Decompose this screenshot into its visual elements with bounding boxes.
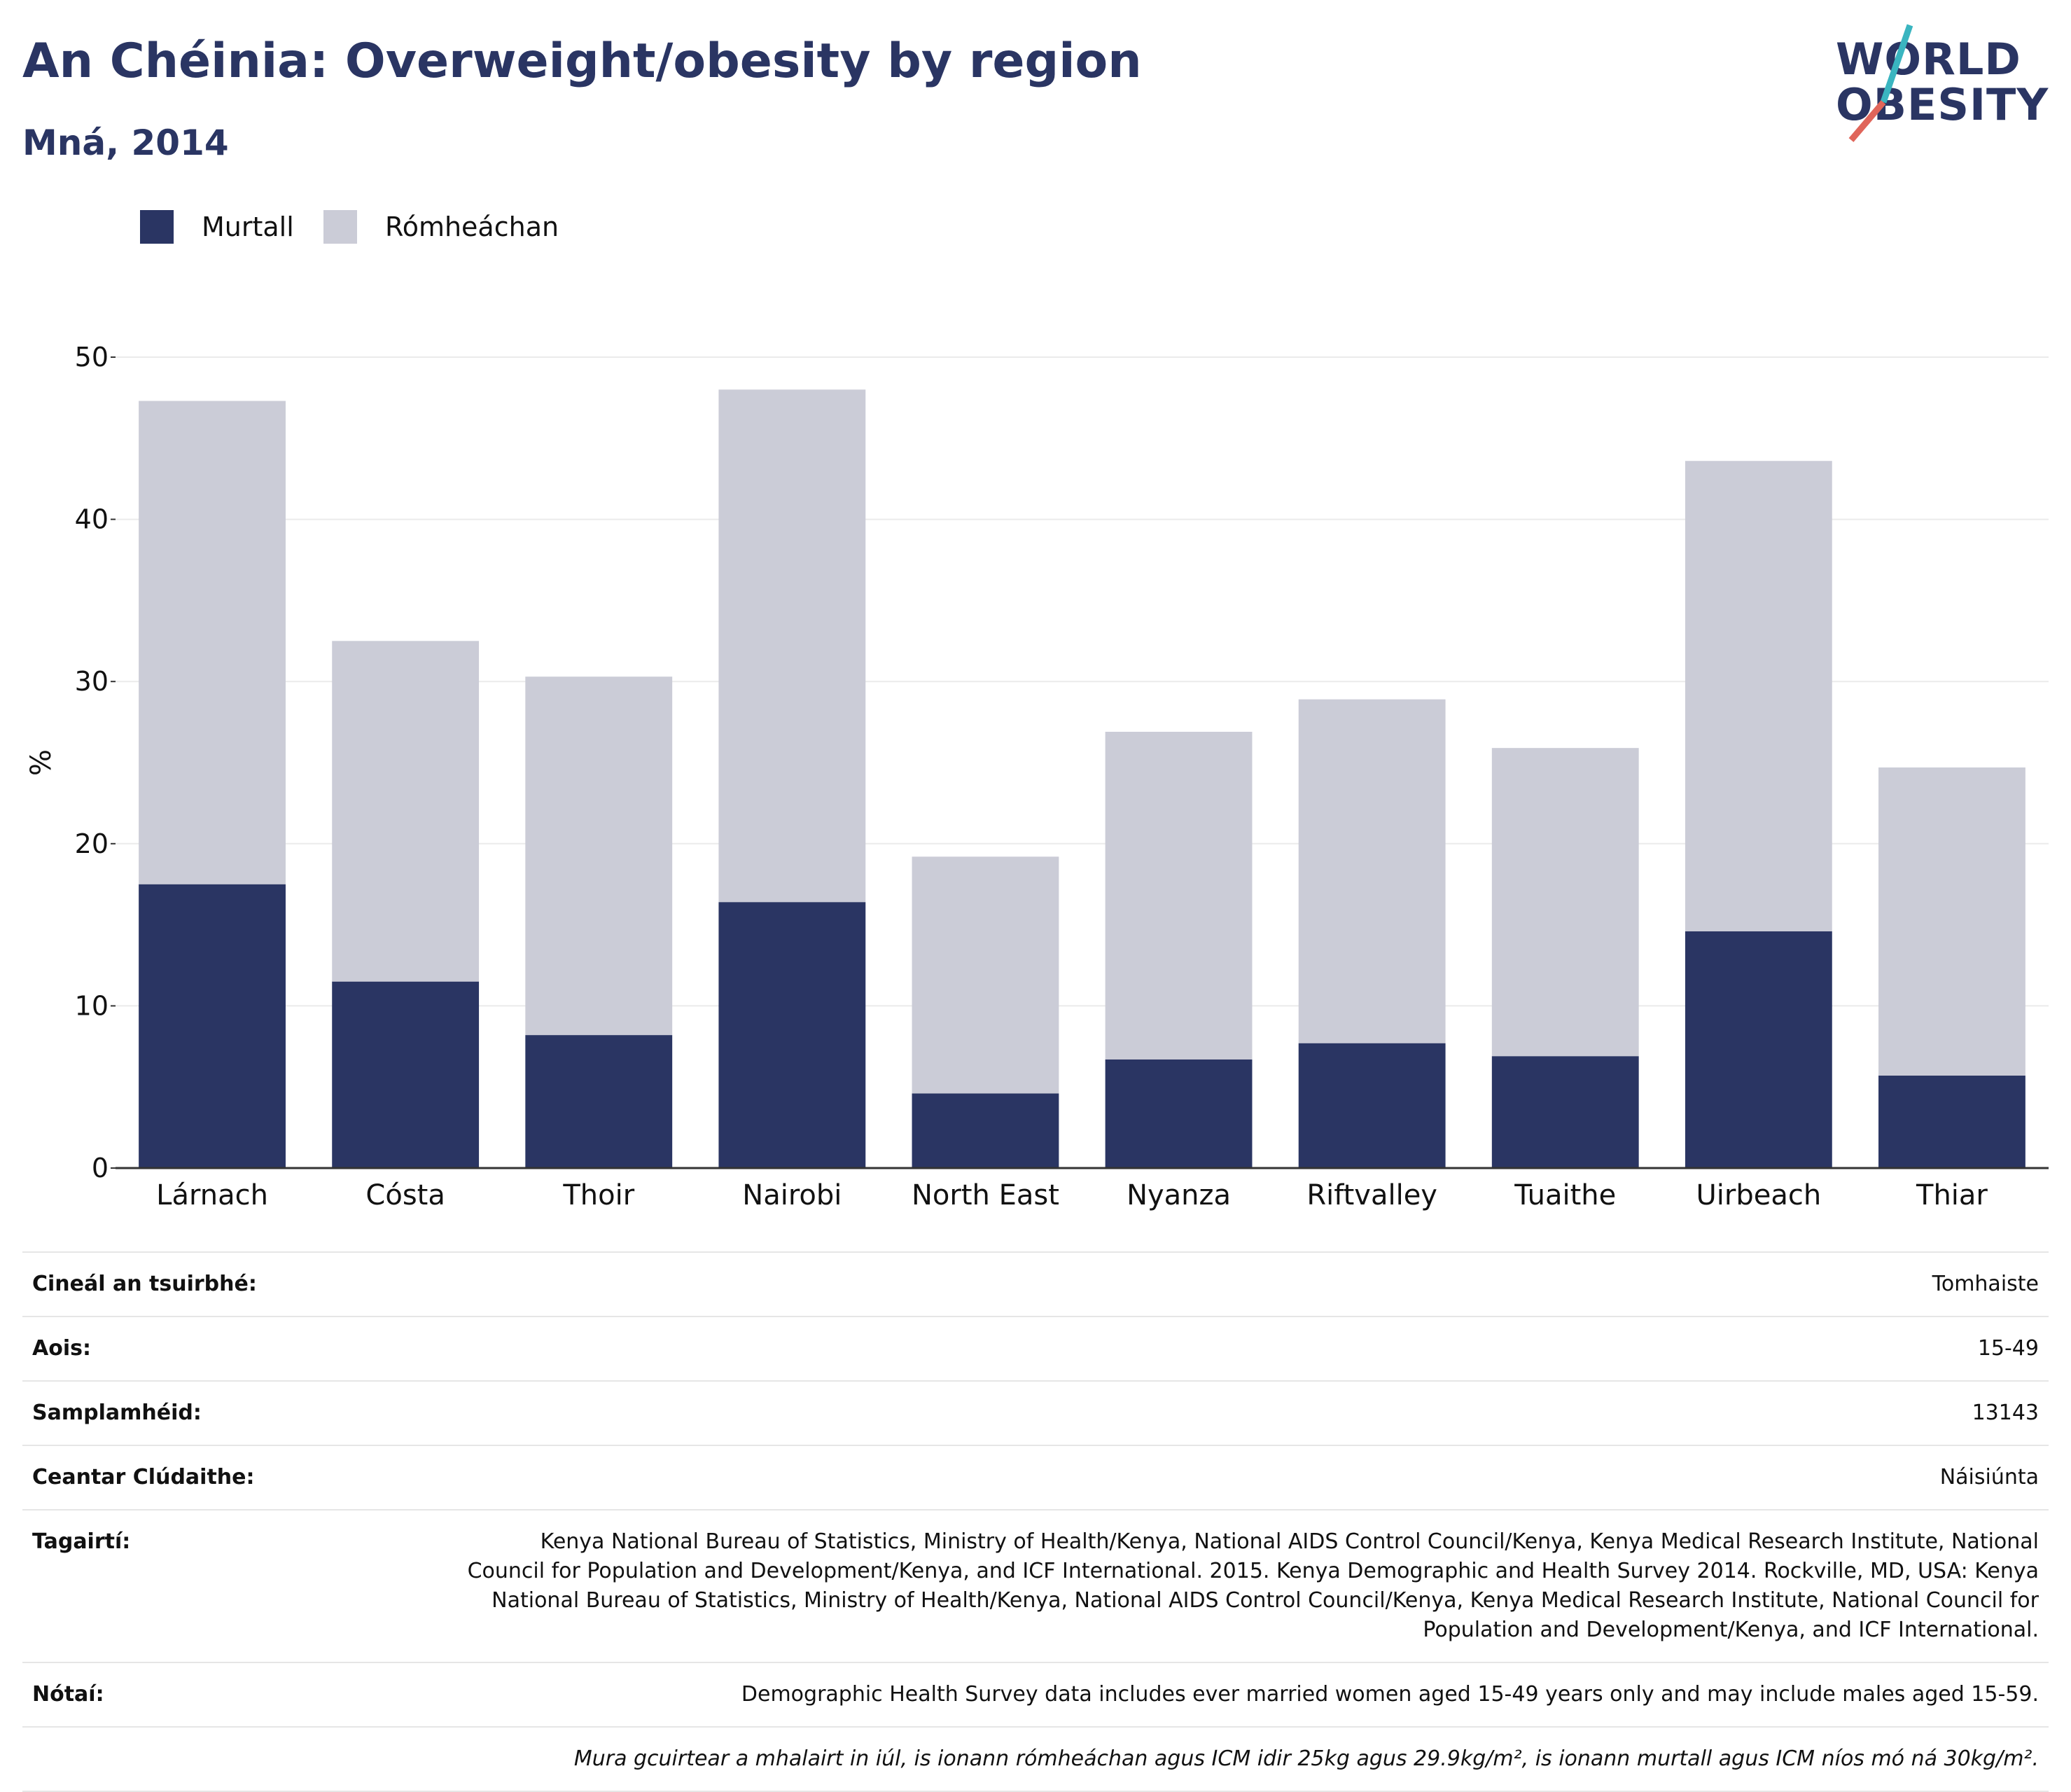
bar-obese bbox=[332, 981, 480, 1168]
world-obesity-logo: WORLD OBESITY bbox=[1827, 20, 2058, 146]
meta-row: Aois: 15-49 bbox=[22, 1316, 2049, 1380]
bar-obese bbox=[1298, 1043, 1446, 1168]
x-tick-label: Tuaithe bbox=[1514, 1179, 1616, 1211]
logo-slash-teal bbox=[1880, 24, 1913, 104]
meta-row: Cineál an tsuirbhé: Tomhaiste bbox=[22, 1251, 2049, 1316]
meta-label: Ceantar Clúdaithe: bbox=[32, 1465, 255, 1489]
meta-row: Tagairtí: Kenya National Bureau of Statis… bbox=[22, 1509, 2049, 1662]
bar-overweight bbox=[139, 401, 286, 884]
chart-title: An Chéinia: Overweight/obesity by region bbox=[22, 34, 1142, 89]
meta-label: Samplamhéid: bbox=[32, 1401, 202, 1425]
meta-value: 13143 bbox=[1972, 1401, 2039, 1425]
meta-row: Nótaí: Demographic Health Survey data inc… bbox=[22, 1662, 2049, 1726]
legend-label-obese: Murtall bbox=[202, 211, 294, 242]
logo-slash-red bbox=[1848, 100, 1886, 142]
meta-label: Aois: bbox=[32, 1336, 91, 1361]
y-tick-label: 40 bbox=[75, 504, 109, 535]
meta-value: Kenya National Bureau of Statistics, Min… bbox=[467, 1529, 2039, 1642]
bar-overweight bbox=[1491, 748, 1639, 1057]
bar-obese bbox=[1105, 1059, 1253, 1168]
y-axis-label: % bbox=[25, 749, 57, 776]
logo-word-obesity: OBESITY bbox=[1836, 79, 2049, 130]
bar-obese bbox=[525, 1035, 673, 1168]
bar-overweight bbox=[718, 389, 866, 903]
x-tick-label: Riftvalley bbox=[1306, 1179, 1437, 1211]
x-tick-label: Lárnach bbox=[156, 1179, 268, 1211]
bar-obese bbox=[1491, 1056, 1639, 1168]
x-tick-label: Thoir bbox=[562, 1179, 634, 1211]
y-tick-label: 0 bbox=[92, 1153, 109, 1183]
bar-overweight bbox=[1685, 461, 1832, 931]
legend-swatch-overweight bbox=[323, 210, 357, 244]
meta-label: Cineál an tsuirbhé: bbox=[32, 1272, 257, 1296]
meta-row: Ceantar Clúdaithe: Náisiúnta bbox=[22, 1445, 2049, 1509]
y-tick-label: 20 bbox=[75, 828, 109, 859]
bar-chart: 0 10 20 30 40 50% Lárnach Cósta Thoir Nairobi Nort… bbox=[25, 342, 2049, 1211]
y-tick-label: 10 bbox=[75, 990, 109, 1021]
chart-subtitle: Mná, 2014 bbox=[22, 123, 229, 163]
x-tick-label: Uirbeach bbox=[1696, 1179, 1821, 1211]
meta-value: 15-49 bbox=[1977, 1336, 2039, 1361]
y-tick-label: 30 bbox=[75, 666, 109, 697]
logo-word-world: WORLD bbox=[1836, 34, 2021, 85]
bar-obese bbox=[1878, 1075, 2025, 1168]
meta-value: Náisiúnta bbox=[1939, 1465, 2039, 1489]
x-tick-label: Cósta bbox=[365, 1179, 445, 1211]
bar-overweight bbox=[1105, 731, 1253, 1060]
bar-overweight bbox=[525, 676, 673, 1036]
y-tick-label: 50 bbox=[75, 342, 109, 373]
survey-metadata-table: Cineál an tsuirbhé: Tomhaiste Aois: 15-49 Sa… bbox=[22, 1251, 2049, 1792]
meta-row: Samplamhéid: 13143 bbox=[22, 1380, 2049, 1445]
bar-obese bbox=[139, 884, 286, 1168]
legend-item-overweight: Rómheáchan bbox=[323, 210, 559, 244]
legend-item-obese: Murtall bbox=[140, 210, 294, 244]
bar-obese bbox=[912, 1093, 1059, 1168]
x-tick-label: North East bbox=[912, 1179, 1059, 1211]
meta-label: Tagairtí: bbox=[32, 1529, 131, 1554]
bar-overweight bbox=[1298, 699, 1446, 1043]
bar-overweight bbox=[332, 641, 480, 982]
meta-value: Tomhaiste bbox=[1932, 1272, 2039, 1296]
bar-overweight bbox=[912, 856, 1059, 1094]
meta-value: Mura gcuirtear a mhalairt in iúl, is ion… bbox=[573, 1746, 2039, 1771]
x-tick-label: Thiar bbox=[1916, 1179, 1988, 1211]
legend-swatch-obese bbox=[140, 210, 174, 244]
x-tick-label: Nyanza bbox=[1127, 1179, 1231, 1211]
x-tick-label: Nairobi bbox=[742, 1179, 842, 1211]
logo-slash-icon bbox=[1848, 24, 1913, 142]
legend-label-overweight: Rómheáchan bbox=[385, 211, 559, 242]
bar-obese bbox=[1685, 931, 1832, 1168]
bar-overweight bbox=[1878, 767, 2025, 1076]
meta-label: Nótaí: bbox=[32, 1682, 104, 1707]
bar-obese bbox=[718, 902, 866, 1168]
meta-value: Demographic Health Survey data includes … bbox=[741, 1682, 2039, 1707]
